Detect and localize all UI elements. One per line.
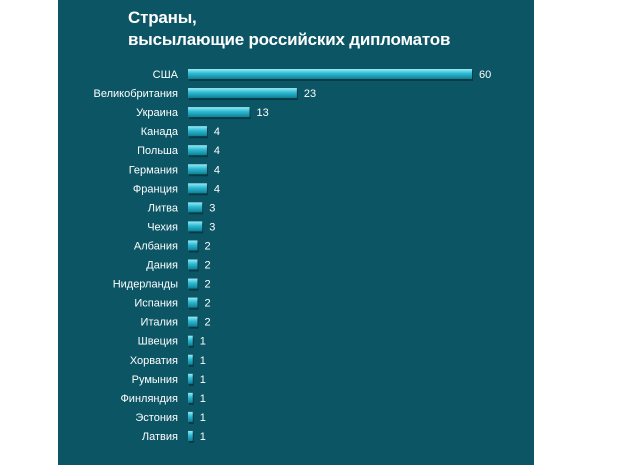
category-label: Украина <box>136 107 179 119</box>
category-label: Италия <box>141 317 179 329</box>
bar <box>188 316 198 327</box>
bar <box>188 354 193 365</box>
category-label: Эстония <box>135 412 178 424</box>
value-label: 4 <box>214 164 220 176</box>
value-label: 2 <box>204 240 210 252</box>
category-label: Канада <box>141 126 179 138</box>
bar <box>188 145 207 156</box>
value-label: 23 <box>304 88 316 100</box>
value-label: 60 <box>479 69 491 81</box>
value-label: 3 <box>209 202 215 214</box>
chart-title-line-1: Страны, <box>128 8 197 27</box>
bar <box>188 183 207 194</box>
bar <box>188 202 203 213</box>
value-label: 2 <box>204 260 210 272</box>
category-label: Латвия <box>142 431 178 443</box>
value-label: 13 <box>257 107 269 119</box>
value-label: 2 <box>204 279 210 291</box>
bar <box>188 335 193 346</box>
bar <box>188 69 472 79</box>
category-label: Швеция <box>138 336 178 348</box>
category-label: Польша <box>137 145 179 157</box>
category-label: США <box>153 69 179 81</box>
chart-title-line-2: высылающие российских дипломатов <box>128 30 451 49</box>
value-label: 2 <box>204 317 210 329</box>
bar <box>188 126 207 137</box>
category-label: Румыния <box>132 374 178 386</box>
bar <box>188 164 207 175</box>
bar <box>188 373 193 384</box>
bar <box>188 259 198 270</box>
bar <box>188 221 203 232</box>
value-label: 1 <box>200 336 206 348</box>
category-label: Великобритания <box>94 88 179 100</box>
value-label: 2 <box>204 298 210 310</box>
value-label: 1 <box>200 412 206 424</box>
category-label: Испания <box>134 298 178 310</box>
value-label: 4 <box>214 126 220 138</box>
category-label: Дания <box>146 260 178 272</box>
value-label: 1 <box>200 393 206 405</box>
category-label: Нидерланды <box>113 279 178 291</box>
value-label: 4 <box>214 145 220 157</box>
bar <box>188 240 198 251</box>
category-label: Германия <box>129 164 178 176</box>
value-label: 1 <box>200 374 206 386</box>
bar <box>188 297 198 308</box>
bar <box>188 107 250 118</box>
category-label: Финляндия <box>120 393 178 405</box>
category-label: Чехия <box>147 221 178 233</box>
value-label: 3 <box>209 221 215 233</box>
value-label: 1 <box>200 431 206 443</box>
category-label: Албания <box>134 240 178 252</box>
bar <box>188 411 193 422</box>
bar <box>188 430 193 441</box>
category-label: Литва <box>148 202 179 214</box>
bar <box>188 278 198 289</box>
value-label: 1 <box>200 355 206 367</box>
category-label: Франция <box>133 183 178 195</box>
value-label: 4 <box>214 183 220 195</box>
category-label: Хорватия <box>130 355 178 367</box>
bar <box>188 392 193 403</box>
bar <box>188 88 297 99</box>
